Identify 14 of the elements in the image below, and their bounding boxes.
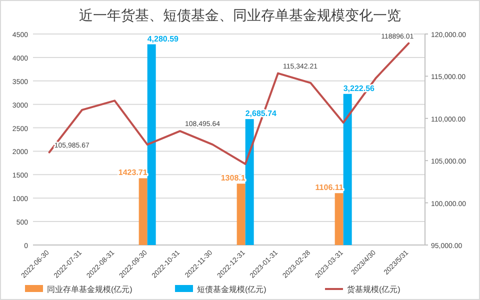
legend-label: 同业存单基金规模(亿元) [47,285,133,294]
data-label: 1106.11 [315,183,344,192]
bar [334,193,344,245]
bar [236,184,246,245]
chart-title: 近一年货基、短债基金、同业存单基金规模变化一览 [79,7,401,23]
legend-label: 货基规模(亿元) [347,285,401,294]
bar [343,94,352,245]
bar [245,119,254,245]
data-label: 1423.71 [118,168,148,178]
bar [147,44,156,245]
data-label: 4,280.59 [147,34,180,44]
data-label: 1308.1 [220,174,246,183]
bar [138,178,148,245]
legend-label: 短债基金规模(亿元) [197,285,267,294]
